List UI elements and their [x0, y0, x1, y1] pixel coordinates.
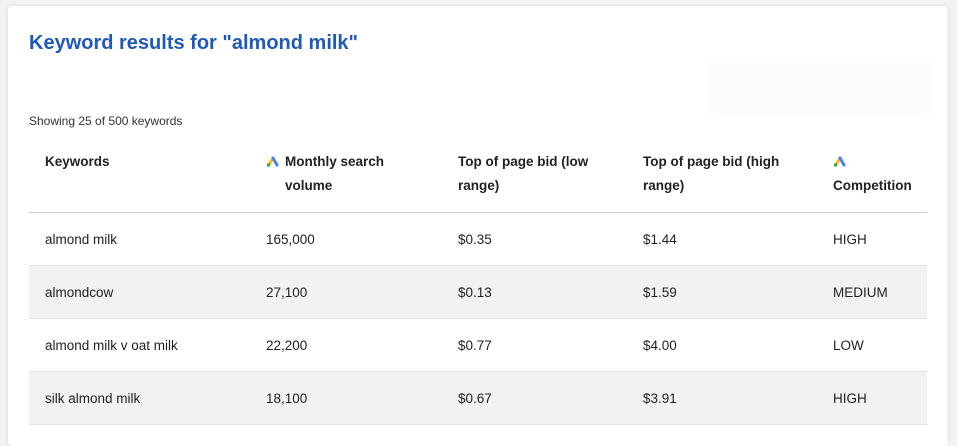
keyword-cell: almondcow [29, 265, 250, 319]
bid-low-cell: $0.13 [442, 265, 627, 319]
results-count: Showing 25 of 500 keywords [29, 114, 183, 128]
header-bid-low[interactable]: Top of page bid (low range) [442, 144, 627, 213]
blurred-region [708, 61, 933, 116]
bid-high-cell: $1.44 [627, 212, 817, 266]
keyword-cell: almond milk [29, 212, 250, 266]
bid-low-cell: $0.67 [442, 371, 627, 425]
table-header-row: Keywords Monthly search volume Top of pa… [29, 144, 927, 213]
table-row[interactable]: almond milk 165,000 $0.35 $1.44 HIGH [29, 212, 927, 266]
header-bid-low-label-2: range) [458, 178, 500, 193]
bid-low-cell: $0.35 [442, 212, 627, 266]
header-bid-high-label: Top of page bid (high [643, 154, 780, 169]
volume-cell: 22,200 [250, 318, 442, 372]
header-bid-high[interactable]: Top of page bid (high range) [627, 144, 817, 213]
header-competition-label: Competition [833, 178, 912, 193]
bid-high-cell: $1.59 [627, 265, 817, 319]
header-keywords[interactable]: Keywords [29, 144, 250, 213]
header-keywords-label: Keywords [45, 154, 110, 169]
table-row[interactable]: almondcow 27,100 $0.13 $1.59 MEDIUM [29, 265, 927, 319]
table-row[interactable]: almond milk v oat milk 22,200 $0.77 $4.0… [29, 318, 927, 372]
header-competition[interactable]: Competition [817, 144, 927, 213]
keyword-cell: almond milk v oat milk [29, 318, 250, 372]
keyword-table: Keywords Monthly search volume Top of pa… [29, 144, 927, 425]
page-title: Keyword results for "almond milk" [29, 32, 359, 54]
header-monthly-search-volume[interactable]: Monthly search volume [250, 144, 442, 213]
volume-cell: 18,100 [250, 371, 442, 425]
competition-cell: MEDIUM [817, 265, 927, 319]
header-volume-label-2: volume [285, 178, 333, 193]
keyword-cell: silk almond milk [29, 371, 250, 425]
bid-high-cell: $3.91 [627, 371, 817, 425]
competition-cell: LOW [817, 318, 927, 372]
volume-cell: 27,100 [250, 265, 442, 319]
header-volume-label: Monthly search [285, 154, 385, 169]
header-bid-low-label: Top of page bid (low [458, 154, 589, 169]
competition-cell: HIGH [817, 371, 927, 425]
bid-high-cell: $4.00 [627, 318, 817, 372]
keyword-results-card: Keyword results for "almond milk" Showin… [8, 6, 948, 446]
google-ads-icon [833, 156, 846, 167]
bid-low-cell: $0.77 [442, 318, 627, 372]
google-ads-icon [266, 156, 279, 167]
competition-cell: HIGH [817, 212, 927, 266]
header-bid-high-label-2: range) [643, 178, 685, 193]
volume-cell: 165,000 [250, 212, 442, 266]
table-row[interactable]: silk almond milk 18,100 $0.67 $3.91 HIGH [29, 371, 927, 425]
